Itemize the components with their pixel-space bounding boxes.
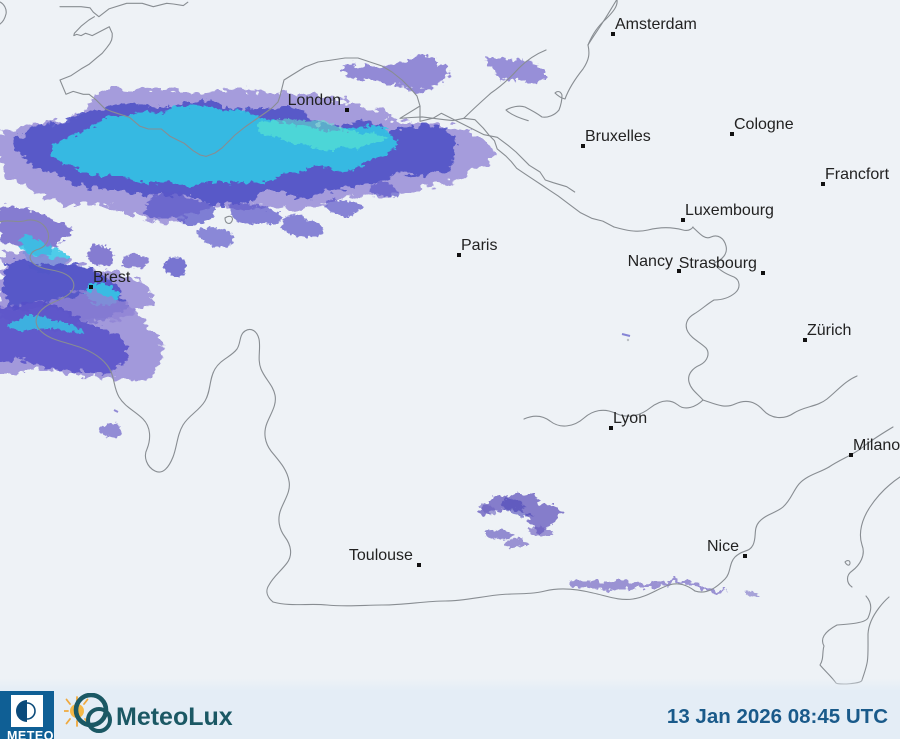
svg-text:MeteoLux: MeteoLux bbox=[116, 703, 233, 731]
